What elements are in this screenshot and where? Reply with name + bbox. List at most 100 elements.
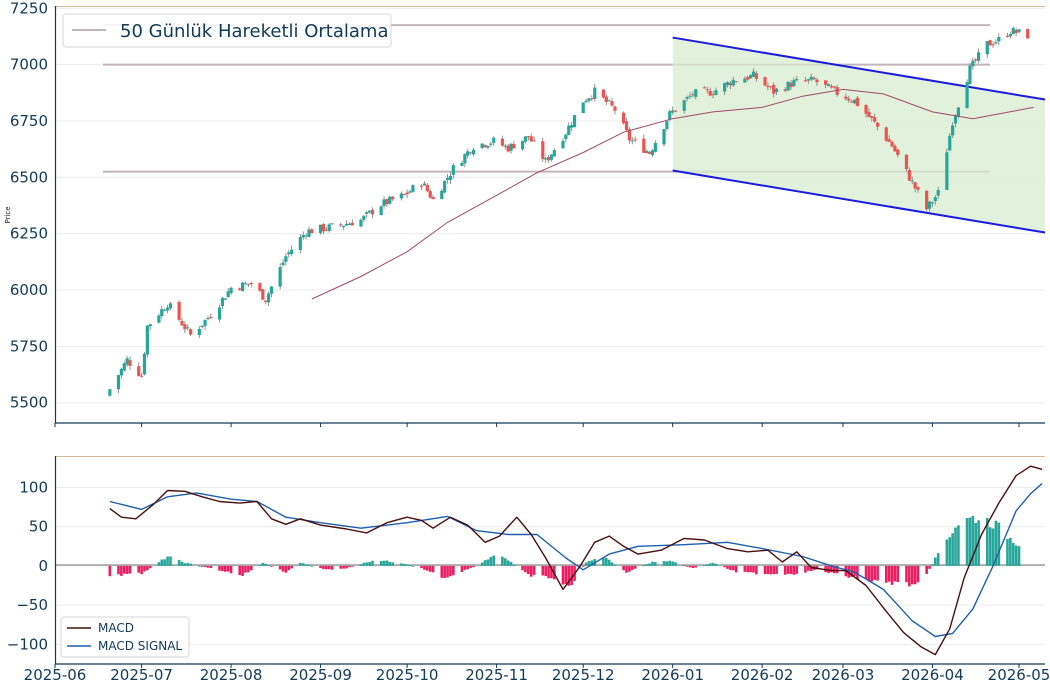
candle-down: [128, 360, 132, 366]
candle-up: [806, 79, 810, 81]
candle-up: [445, 177, 450, 181]
histogram-bar-negative: [731, 565, 735, 571]
histogram-bar-negative: [630, 565, 634, 571]
candle-down: [1014, 30, 1018, 34]
candle-down: [673, 110, 678, 112]
histogram-bar-negative: [440, 565, 444, 578]
histogram-bar-negative: [804, 565, 807, 573]
candle-down: [847, 98, 851, 101]
histogram-bar-negative: [452, 565, 455, 576]
histogram-bar-positive: [610, 562, 614, 566]
histogram-bar-positive: [991, 528, 995, 566]
histogram-bar-positive: [671, 561, 674, 566]
ma-50-line: [311, 88, 1034, 300]
ma-legend-label: 50 Günlük Hareketli Ortalama: [120, 21, 388, 42]
histogram-bar-positive: [951, 533, 954, 566]
histogram-bar-positive: [645, 564, 648, 566]
candle-down: [850, 101, 854, 103]
histogram-bar-negative: [691, 565, 695, 568]
x-tick-label: 2026-01: [641, 666, 704, 684]
candle-up: [443, 180, 447, 193]
histogram-bar-negative: [815, 565, 819, 570]
histogram-bar-negative: [887, 565, 891, 582]
candle-down: [824, 80, 828, 85]
candle-up: [748, 75, 753, 79]
candle-up: [186, 327, 190, 329]
candle-up: [148, 324, 152, 327]
histogram-bar-negative: [350, 565, 354, 567]
candle-down: [803, 80, 808, 82]
histogram-bar-negative: [561, 565, 565, 585]
candle-up: [165, 307, 170, 311]
histogram-bar-positive: [711, 563, 715, 566]
candle-up: [157, 315, 161, 323]
candle-up: [440, 190, 444, 200]
candle-up: [197, 328, 201, 336]
histogram-bar-negative: [466, 565, 470, 570]
histogram-bar-negative: [529, 565, 533, 577]
macd-plot-background: [55, 456, 1045, 664]
candle-down: [783, 89, 787, 91]
histogram-bar-negative: [287, 565, 291, 571]
macd-legend-label: MACD: [98, 621, 134, 635]
histogram-bar-positive: [365, 562, 369, 566]
histogram-bar-positive: [483, 560, 487, 566]
histogram-bar-negative: [423, 565, 426, 570]
candle-up: [422, 183, 427, 186]
candle-down: [829, 86, 834, 88]
candle-down: [529, 136, 533, 142]
histogram-bar-positive: [405, 564, 409, 566]
candle-up: [399, 193, 403, 199]
candle-up: [122, 363, 126, 371]
histogram-bar-negative: [795, 565, 799, 574]
histogram-bar-positive: [307, 565, 311, 566]
price-y-tick-label: 7000: [10, 56, 48, 74]
candle-up: [997, 37, 1001, 42]
histogram-bar-negative: [864, 565, 868, 580]
histogram-bar-positive: [400, 563, 403, 566]
candle-up: [587, 98, 591, 101]
candle-up: [365, 212, 369, 214]
candle-up: [411, 185, 415, 192]
price-y-tick-label: 6750: [10, 112, 48, 130]
ma-legend-box: [62, 13, 392, 48]
histogram-bar-positive: [489, 556, 493, 566]
histogram-bar-positive: [994, 520, 998, 566]
histogram-bar-negative: [524, 565, 527, 573]
histogram-bar-positive: [602, 557, 605, 566]
candle-down: [904, 154, 909, 170]
histogram-bar-positive: [1009, 537, 1012, 566]
histogram-bar-positive: [362, 562, 366, 566]
histogram-bar-negative: [469, 565, 472, 568]
histogram-bar-negative: [723, 565, 726, 568]
histogram-bar-positive: [166, 556, 169, 566]
histogram-bar-positive: [936, 553, 940, 566]
histogram-bar-positive: [506, 560, 510, 566]
price-y-tick-label: 5750: [10, 337, 48, 355]
candle-up: [665, 121, 669, 129]
candle-down: [324, 229, 328, 231]
histogram-bar-negative: [694, 565, 698, 568]
histogram-bar-positive: [186, 563, 190, 566]
channel-upper-line: [672, 36, 1046, 101]
candle-up: [951, 125, 955, 136]
histogram-bar-negative: [446, 565, 449, 578]
price-y-tick-label: 5500: [10, 394, 48, 412]
histogram-bar-negative: [270, 565, 273, 567]
histogram-bar-positive: [180, 561, 184, 566]
candle-up: [509, 143, 513, 151]
candle-down: [428, 191, 432, 198]
candle-up: [503, 145, 507, 147]
candle-down: [867, 111, 871, 117]
candle-down: [506, 145, 510, 152]
candle-up: [463, 154, 467, 164]
candle-up: [466, 151, 470, 156]
candle-down: [189, 329, 193, 335]
candle-up: [953, 115, 958, 124]
candle-up: [269, 286, 274, 294]
histogram-bar-positive: [988, 527, 992, 566]
histogram-bar-negative: [428, 565, 432, 572]
histogram-bar-negative: [223, 565, 227, 572]
candle-up: [344, 223, 349, 226]
candle-up: [379, 206, 383, 216]
